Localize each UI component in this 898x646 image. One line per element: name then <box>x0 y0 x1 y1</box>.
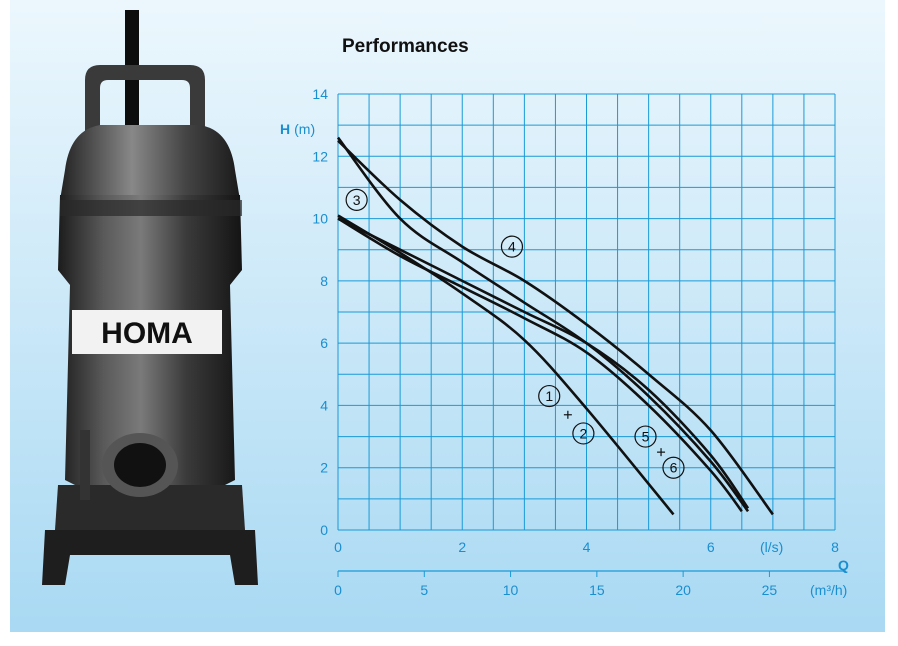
x2-tick-label: 15 <box>589 582 605 598</box>
curve-label: 5 <box>634 425 657 448</box>
x-tick-label: 2 <box>458 539 466 555</box>
x-axis-unit: (l/s) <box>760 539 783 555</box>
x2-tick-label: 0 <box>334 582 342 598</box>
x2-tick-label: 5 <box>420 582 428 598</box>
curve-label-text: 5 <box>642 429 650 445</box>
brand-logo-text: HOMA <box>101 317 193 350</box>
y-tick-label: 12 <box>312 148 328 164</box>
curve-label-text: 1 <box>545 388 553 404</box>
curve-label-circle <box>500 235 524 258</box>
plus-marker <box>563 410 572 419</box>
curve-label-circle <box>538 384 561 408</box>
y-axis-symbol: H <box>280 121 290 137</box>
curve-label-text: 3 <box>353 192 361 208</box>
x-tick-label: 6 <box>707 539 715 555</box>
y-tick-label: 4 <box>320 397 328 413</box>
x-axis-symbol: Q <box>838 557 849 573</box>
curve-label-text: 4 <box>508 239 516 255</box>
curve-c3 <box>336 136 750 513</box>
pump-image: HOMA <box>42 10 258 585</box>
curve-label-circle <box>572 422 595 445</box>
curve-c1 <box>337 214 675 516</box>
x2-tick-label: 10 <box>503 582 519 598</box>
grid <box>337 93 836 531</box>
curve-label-text: 6 <box>670 460 678 476</box>
y-tick-label: 8 <box>320 273 328 289</box>
curve-c4 <box>337 139 774 516</box>
plus-markers <box>563 410 666 457</box>
brand-logo <box>72 310 222 354</box>
curve-label: 2 <box>572 422 595 445</box>
x2-tick-label: 20 <box>675 582 691 598</box>
x-tick-label: 8 <box>831 539 839 555</box>
x-tick-label: 0 <box>334 539 342 555</box>
curve-label-circle <box>634 425 657 448</box>
x-tick-label: 4 <box>583 539 591 555</box>
secondary-x-axis: 0 5 10 15 20 25 <box>334 570 846 598</box>
y-tick-labels: 0 2 4 6 8 10 12 14 <box>312 86 328 538</box>
y-tick-label: 6 <box>320 335 328 351</box>
curve-c5 <box>337 217 750 509</box>
x2-axis-unit: (m³/h) <box>810 582 847 598</box>
curve-label: 1 <box>538 384 561 408</box>
chart-title: Performances <box>342 36 469 57</box>
curves <box>336 136 774 516</box>
curve-c2 <box>337 217 743 513</box>
curve-labels: 1 2 3 4 5 6 <box>345 188 685 479</box>
y-axis-unit: (m) <box>294 121 315 137</box>
x2-tick-label: 25 <box>762 582 778 598</box>
curve-label: 4 <box>500 235 524 258</box>
y-tick-label: 2 <box>320 460 328 476</box>
y-axis-label: H (m) <box>280 121 315 137</box>
y-tick-label: 0 <box>320 522 328 538</box>
curve-label-text: 2 <box>579 425 587 441</box>
curve-label: 3 <box>345 188 368 211</box>
plus-marker <box>657 448 666 457</box>
curve-label-circle <box>662 456 685 479</box>
y-tick-label: 10 <box>312 211 328 227</box>
x-tick-labels: 0 2 4 6 8 <box>334 539 839 555</box>
y-tick-label: 14 <box>312 86 328 102</box>
curve-label-circle <box>345 188 368 211</box>
curve-label: 6 <box>662 456 685 479</box>
